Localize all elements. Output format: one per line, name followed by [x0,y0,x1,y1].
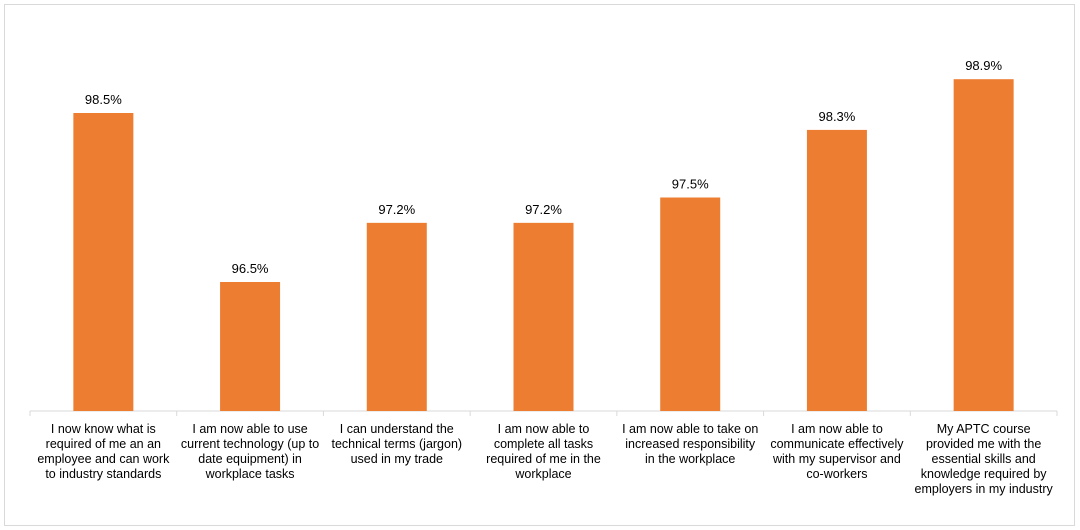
category-label-5: I am now able to take on increased respo… [622,422,759,466]
data-label-3: 97.2% [378,202,415,217]
bar-1 [73,113,134,411]
bar-6 [806,129,867,411]
data-label-1: 98.5% [85,92,122,107]
category-label-1: I now know what is required of me an an … [37,422,170,481]
bar-4 [513,222,574,411]
data-label-4: 97.2% [525,202,562,217]
category-label-3: I can understand the technical terms (ja… [331,422,463,466]
bar-5 [660,197,721,411]
data-label-7: 98.9% [965,58,1002,73]
bar-7 [953,79,1014,411]
bar-2 [220,282,281,411]
data-label-5: 97.5% [672,177,709,192]
bars-group: 98.5% 96.5% 97.2% 97.2% 97.5% 98.3% 98.9% [73,58,1014,411]
data-label-6: 98.3% [818,109,855,124]
bar-3 [366,222,427,411]
category-label-7: My APTC course provided me with the esse… [914,422,1053,496]
data-label-2: 96.5% [232,261,269,276]
ticks-group [29,411,1058,416]
category-label-2: I am now able to use current technology … [180,422,320,481]
category-label-4: I am now able to complete all tasks requ… [486,422,601,481]
category-label-6: I am now able to communicate effectively… [770,422,904,481]
